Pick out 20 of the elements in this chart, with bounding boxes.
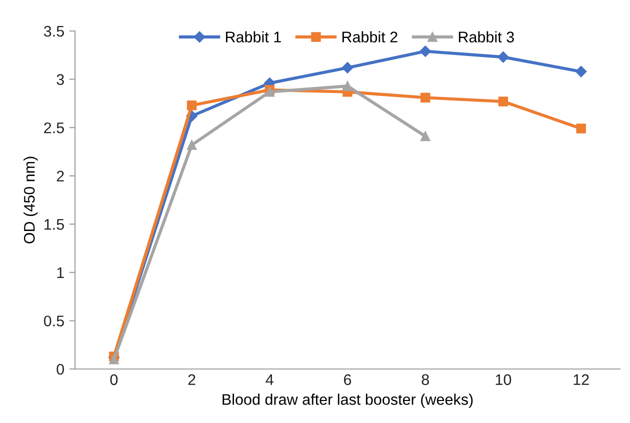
legend-label: Rabbit 3: [458, 31, 514, 42]
x-tick-label: 8: [422, 374, 429, 386]
x-tick-label: 2: [188, 374, 196, 385]
x-tick-label: 12: [574, 374, 589, 385]
legend-label: Rabbit 1: [226, 31, 281, 42]
y-tick-label: 3.5: [44, 26, 64, 37]
y-tick-label: 2: [56, 170, 64, 182]
y-tick-label: 1.5: [44, 219, 64, 230]
y-tick-label: 0: [56, 364, 64, 375]
x-tick-label: 6: [344, 374, 352, 386]
y-axis-title: OD (450 nm): [24, 156, 38, 244]
x-tick-label: 10: [496, 374, 512, 386]
x-tick-label: 4: [266, 374, 274, 385]
y-tick-label: 3: [56, 74, 64, 85]
y-tick-label: 0.5: [44, 316, 64, 326]
legend-label: Rabbit 2: [342, 31, 398, 42]
y-tick-label: 2.5: [44, 122, 64, 134]
x-axis-title: Blood draw after last booster (weeks): [222, 394, 473, 408]
y-tick-label: 1: [57, 267, 64, 278]
x-tick-label: 0: [110, 374, 118, 386]
